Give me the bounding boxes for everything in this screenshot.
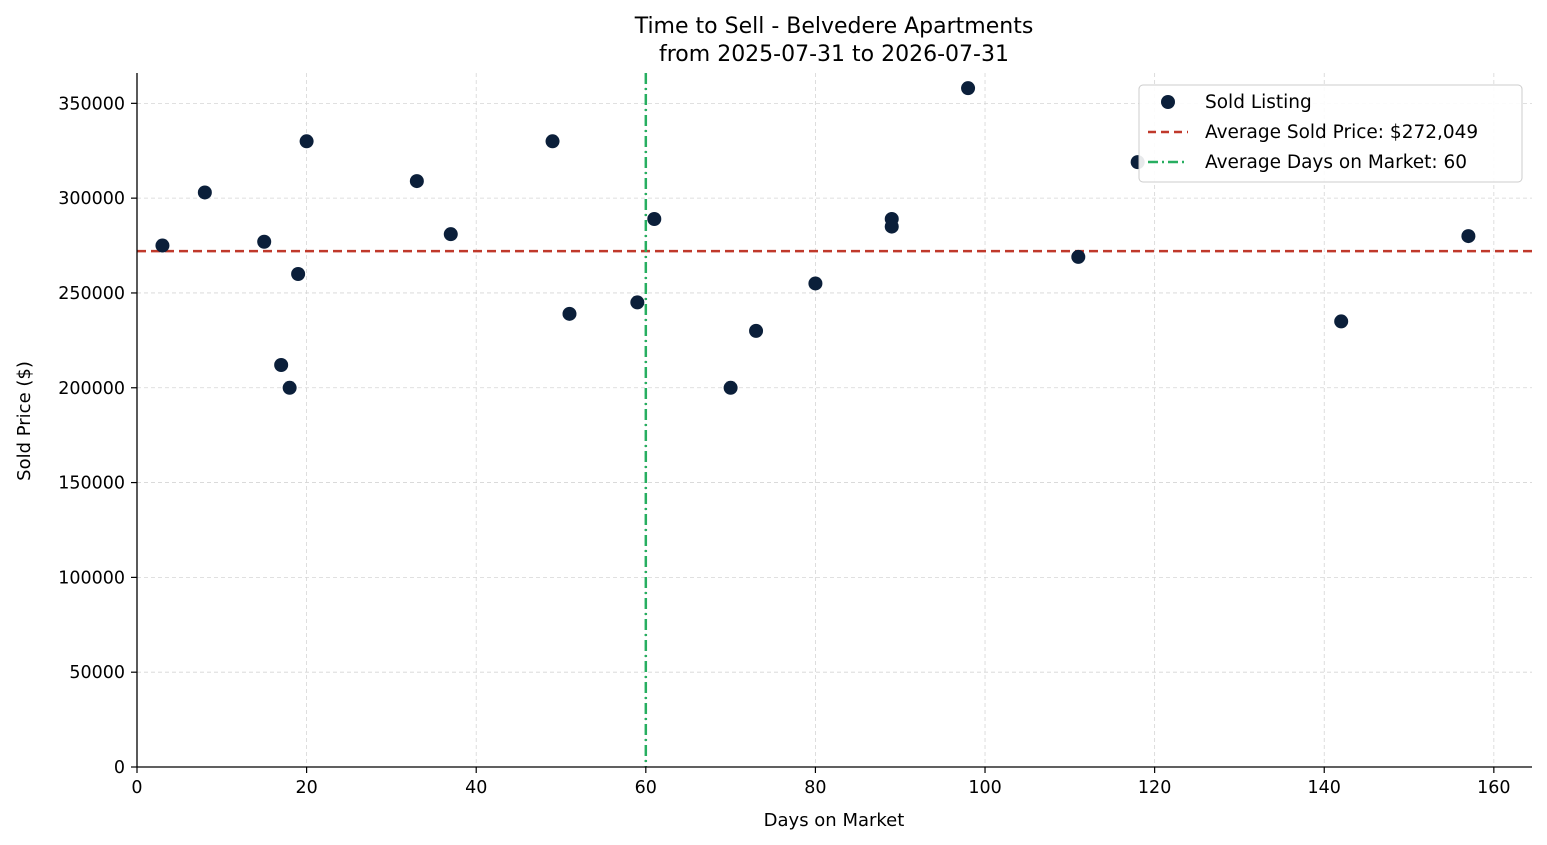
- reference-lines: [137, 73, 1532, 767]
- legend: Sold Listing Average Sold Price: $272,04…: [1138, 84, 1523, 183]
- legend-label-sold-listing: Sold Listing: [1205, 92, 1312, 113]
- point-0: [155, 238, 170, 253]
- y-axis-label: Sold Price ($): [14, 361, 35, 481]
- point-4: [282, 380, 297, 395]
- x-tick-label-20: 20: [295, 778, 317, 798]
- point-14: [749, 323, 764, 338]
- point-8: [443, 227, 458, 242]
- y-tick-label-50000: 50000: [69, 663, 125, 683]
- x-tick-label-140: 140: [1308, 778, 1341, 798]
- point-2: [257, 234, 272, 249]
- legend-frame: [1138, 84, 1523, 183]
- y-tick-label-200000: 200000: [58, 379, 125, 399]
- point-1: [197, 185, 212, 200]
- chart-subtitle: from 2025-07-31 to 2026-07-31: [659, 42, 1009, 67]
- point-13: [723, 380, 738, 395]
- point-3: [274, 358, 289, 373]
- x-tick-label-40: 40: [465, 778, 487, 798]
- point-12: [647, 212, 662, 227]
- y-tick-label-150000: 150000: [58, 474, 125, 494]
- y-tick-label-250000: 250000: [58, 284, 125, 304]
- legend-label-avg-price: Average Sold Price: $272,049: [1205, 122, 1478, 143]
- point-10: [562, 306, 577, 321]
- point-9: [545, 134, 560, 149]
- legend-marker-sold-listing: [1161, 95, 1175, 109]
- x-axis-ticks: 0 20 40 60 80 100 120 140 160: [131, 767, 1511, 798]
- x-axis-label: Days on Market: [764, 810, 905, 831]
- x-tick-label-120: 120: [1138, 778, 1171, 798]
- x-tick-label-80: 80: [804, 778, 826, 798]
- point-18: [961, 81, 976, 96]
- point-19: [1071, 249, 1086, 264]
- point-11: [630, 295, 645, 310]
- y-tick-label-100000: 100000: [58, 568, 125, 588]
- point-17: [884, 219, 899, 234]
- axes: [136, 73, 1532, 768]
- point-5: [291, 266, 306, 281]
- y-tick-label-0: 0: [114, 758, 125, 778]
- point-22: [1461, 229, 1476, 244]
- point-21: [1334, 314, 1349, 329]
- x-tick-label-0: 0: [131, 778, 142, 798]
- legend-label-avg-days: Average Days on Market: 60: [1205, 152, 1467, 173]
- y-tick-label-300000: 300000: [58, 189, 125, 209]
- point-6: [299, 134, 314, 149]
- chart-title: Time to Sell - Belvedere Apartments: [634, 14, 1034, 39]
- x-tick-label-160: 160: [1477, 778, 1510, 798]
- point-7: [409, 174, 424, 189]
- x-tick-label-60: 60: [635, 778, 657, 798]
- y-axis-ticks: 0 50000 100000 150000 200000 250000 300000 3500…: [58, 94, 137, 778]
- x-tick-label-100: 100: [968, 778, 1001, 798]
- point-15: [808, 276, 823, 291]
- y-tick-label-350000: 350000: [58, 94, 125, 114]
